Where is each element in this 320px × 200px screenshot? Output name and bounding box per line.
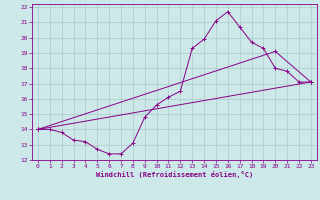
X-axis label: Windchill (Refroidissement éolien,°C): Windchill (Refroidissement éolien,°C): [96, 171, 253, 178]
